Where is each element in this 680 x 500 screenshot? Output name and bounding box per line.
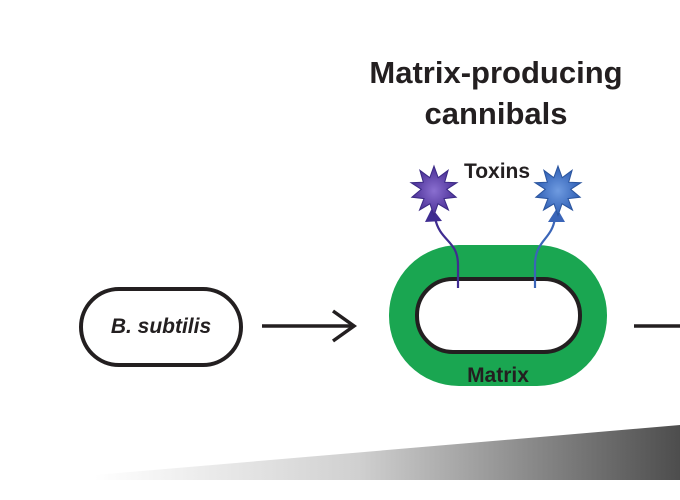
bsubtilis-cell-outline <box>79 287 243 367</box>
toxin-star-right-icon <box>533 164 583 218</box>
transition-arrow <box>262 309 358 343</box>
diagram-title-line2: cannibals <box>425 96 568 131</box>
gradient-wedge <box>95 425 680 480</box>
toxins-label: Toxins <box>464 160 530 183</box>
cannibal-cell: Matrix <box>389 245 607 387</box>
matrix-label: Matrix <box>467 364 529 387</box>
toxin-arrow-right-line <box>533 217 557 288</box>
diagram-title-line1: Matrix-producing <box>369 55 622 90</box>
bsubtilis-cell-label: B. subtilis <box>111 315 211 338</box>
toxin-arrow-right-head <box>548 208 565 222</box>
toxin-arrow-left-line <box>433 217 460 288</box>
bsubtilis-cell: B. subtilis <box>79 287 243 367</box>
transition-arrow-head <box>331 309 358 343</box>
toxin-arrow-right <box>533 208 565 288</box>
toxin-star-left-icon <box>409 164 459 218</box>
cannibal-cell-body <box>415 277 582 354</box>
